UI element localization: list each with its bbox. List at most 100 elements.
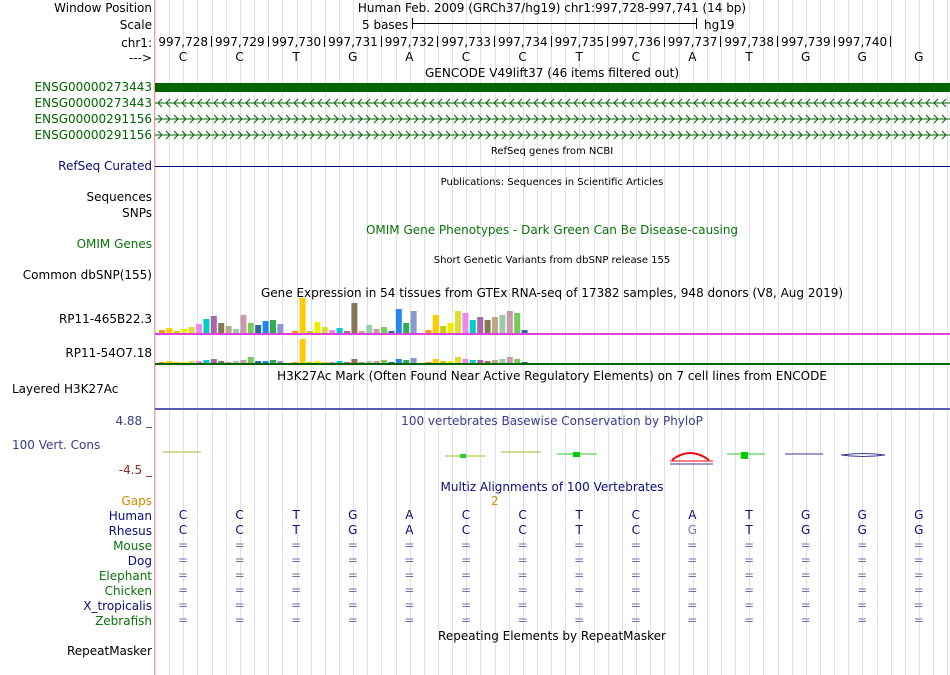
tissue-bar — [492, 317, 498, 333]
refseq-track-title: RefSeq genes from NCBI — [490, 146, 614, 157]
sequences-label[interactable]: Sequences — [86, 190, 152, 204]
guide-line — [183, 0, 184, 675]
alignment-cell-dog: = — [687, 553, 698, 567]
tissue-bar — [381, 327, 387, 333]
h3k27ac-signal[interactable] — [155, 408, 950, 410]
tissue-bar — [307, 362, 313, 363]
tissue-bar — [166, 361, 173, 363]
guide-line — [495, 0, 496, 675]
gene-label-3[interactable]: ENSG00000291156 — [34, 112, 152, 126]
alignment-cell-zebrafish: = — [574, 613, 585, 627]
base-letter: T — [292, 50, 300, 64]
guide-line — [820, 0, 821, 675]
tissue-bar — [329, 362, 336, 363]
tissue-bar — [477, 317, 484, 333]
alignment-cell-human: T — [745, 508, 753, 522]
gene-feature-4[interactable] — [155, 128, 950, 142]
gene-label-2[interactable]: ENSG00000273443 — [34, 96, 152, 110]
tissue-bar — [455, 357, 461, 363]
snps-label[interactable]: SNPs — [122, 206, 152, 220]
ruler-tick — [494, 36, 495, 47]
alignment-cell-mouse: = — [913, 538, 924, 552]
gene-feature-1[interactable] — [155, 83, 950, 92]
common-dbsnp-label[interactable]: Common dbSNP(155) — [22, 268, 152, 282]
tissue-bar — [484, 361, 491, 363]
species-rhesus[interactable]: Rhesus — [108, 524, 152, 538]
layered-h3k27ac-label[interactable]: Layered H3K27Ac — [12, 382, 119, 396]
species-x-tropicalis[interactable]: X_tropicalis — [83, 599, 152, 613]
tissue-bar — [321, 327, 328, 333]
guide-line — [480, 0, 481, 675]
guide-line — [608, 0, 609, 675]
tissue-bar — [440, 361, 447, 363]
tissue-bar — [210, 359, 217, 363]
ruler-position-label: 997,728 — [158, 35, 208, 49]
alignment-cell-mouse: = — [517, 538, 528, 552]
vert-cons-label[interactable]: 100 Vert. Cons — [12, 438, 101, 452]
tissue-bar — [255, 361, 262, 363]
tissue-bar — [299, 339, 306, 363]
alignment-cell-rhesus: C — [631, 523, 640, 537]
alignment-cell-elephant: = — [630, 568, 641, 582]
guide-line — [636, 0, 637, 675]
species-chicken[interactable]: Chicken — [104, 584, 152, 598]
alignment-cell-dog: = — [517, 553, 528, 567]
alignment-cell-x-tropicalis: = — [630, 598, 641, 612]
tissue-bar — [373, 361, 380, 363]
gene-feature-2[interactable] — [155, 96, 950, 110]
track-image-area[interactable]: Human Feb. 2009 (GRCh37/hg19) chr1:997,7… — [155, 0, 950, 675]
scale-bar-text: 5 bases — [362, 18, 409, 32]
guide-line — [834, 0, 835, 675]
tissue-bar — [203, 360, 210, 363]
repeatmasker-label[interactable]: RepeatMasker — [66, 644, 152, 658]
gap-marker: 2 — [491, 494, 499, 508]
alignment-cell-chicken: = — [291, 583, 302, 597]
tissue-bar — [255, 325, 262, 333]
refseq-curated-label[interactable]: RefSeq Curated — [58, 159, 152, 173]
guide-line — [707, 0, 708, 675]
species-zebrafish[interactable]: Zebrafish — [95, 614, 152, 628]
guide-line — [268, 0, 269, 675]
guide-line — [933, 0, 934, 675]
alignment-cell-chicken: = — [857, 583, 868, 597]
tissue-bar — [292, 362, 299, 363]
species-elephant[interactable]: Elephant — [98, 569, 152, 583]
species-human[interactable]: Human — [108, 509, 152, 523]
alignment-cell-elephant: = — [234, 568, 245, 582]
refseq-feature-line[interactable] — [155, 166, 950, 167]
alignment-cell-zebrafish: = — [743, 613, 755, 627]
alignment-cell-rhesus: C — [518, 523, 527, 537]
alignment-cell-human: G — [914, 508, 924, 522]
phylop-min-label: -4.5 _ — [118, 463, 152, 477]
gene-label-4[interactable]: ENSG00000291156 — [34, 128, 152, 142]
guide-line — [339, 0, 340, 675]
ruler-position-label: 997,732 — [384, 35, 435, 49]
gene-label-1[interactable]: ENSG00000273443 — [34, 80, 152, 94]
gene-feature-3[interactable] — [155, 112, 950, 126]
ruler-tick — [550, 36, 552, 47]
alignment-cell-zebrafish: = — [234, 613, 245, 627]
ruler-tick — [267, 36, 269, 47]
guide-line — [721, 0, 722, 675]
gtex-gene-label-2[interactable]: RP11-54O7.18 — [65, 346, 152, 360]
species-mouse[interactable]: Mouse — [113, 539, 152, 553]
base-letter: C — [631, 50, 640, 64]
scale-label: Scale — [119, 18, 152, 32]
omim-genes-label[interactable]: OMIM Genes — [76, 237, 152, 251]
gtex-expression-bars[interactable] — [155, 298, 950, 368]
guide-line — [679, 0, 680, 675]
ruler-position-label: 997,738 — [724, 35, 774, 49]
tissue-bar — [166, 328, 173, 333]
tissue-bar — [225, 326, 232, 333]
guide-line — [749, 0, 750, 675]
base-letter: C — [518, 50, 527, 64]
alignment-cell-rhesus: G — [348, 523, 358, 537]
alignment-cell-mouse: = — [177, 538, 189, 552]
tissue-bar — [218, 361, 225, 363]
phylop-signal[interactable] — [155, 440, 950, 470]
alignment-cell-elephant: = — [291, 568, 302, 582]
species-dog[interactable]: Dog — [127, 554, 152, 568]
tissue-bar — [381, 360, 387, 363]
gtex-gene-label-1[interactable]: RP11-465B22.3 — [58, 312, 152, 326]
alignment-cell-elephant: = — [574, 568, 585, 582]
